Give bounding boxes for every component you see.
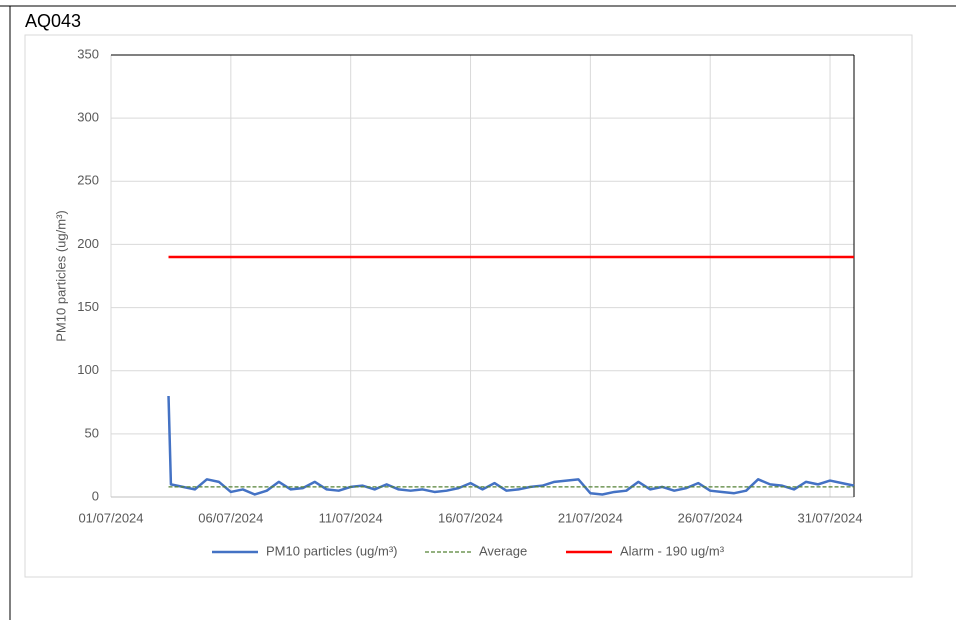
x-tick-label: 31/07/2024 [797,510,862,525]
legend-label: Alarm - 190 ug/m³ [620,543,725,558]
y-tick-label: 250 [77,173,99,188]
x-tick-label: 11/07/2024 [319,510,383,525]
y-tick-label: 200 [77,236,99,251]
x-tick-label: 26/07/2024 [678,510,743,525]
legend-label: Average [479,543,527,558]
x-tick-label: 01/07/2024 [78,510,143,525]
y-tick-label: 350 [77,46,99,61]
y-tick-label: 100 [77,362,99,377]
x-tick-label: 21/07/2024 [558,510,623,525]
data-line [167,395,855,496]
legend-label: PM10 particles (ug/m³) [266,543,397,558]
y-tick-label: 300 [77,110,99,125]
chart-title: AQ043 [25,11,81,31]
x-tick-label: 06/07/2024 [198,510,263,525]
y-tick-label: 150 [77,299,99,314]
y-tick-label: 0 [92,488,99,503]
chart-frame [24,34,913,578]
y-tick-label: 50 [85,425,99,440]
y-axis-label: PM10 particles (ug/m³) [53,210,68,341]
x-tick-label: 16/07/2024 [438,510,503,525]
